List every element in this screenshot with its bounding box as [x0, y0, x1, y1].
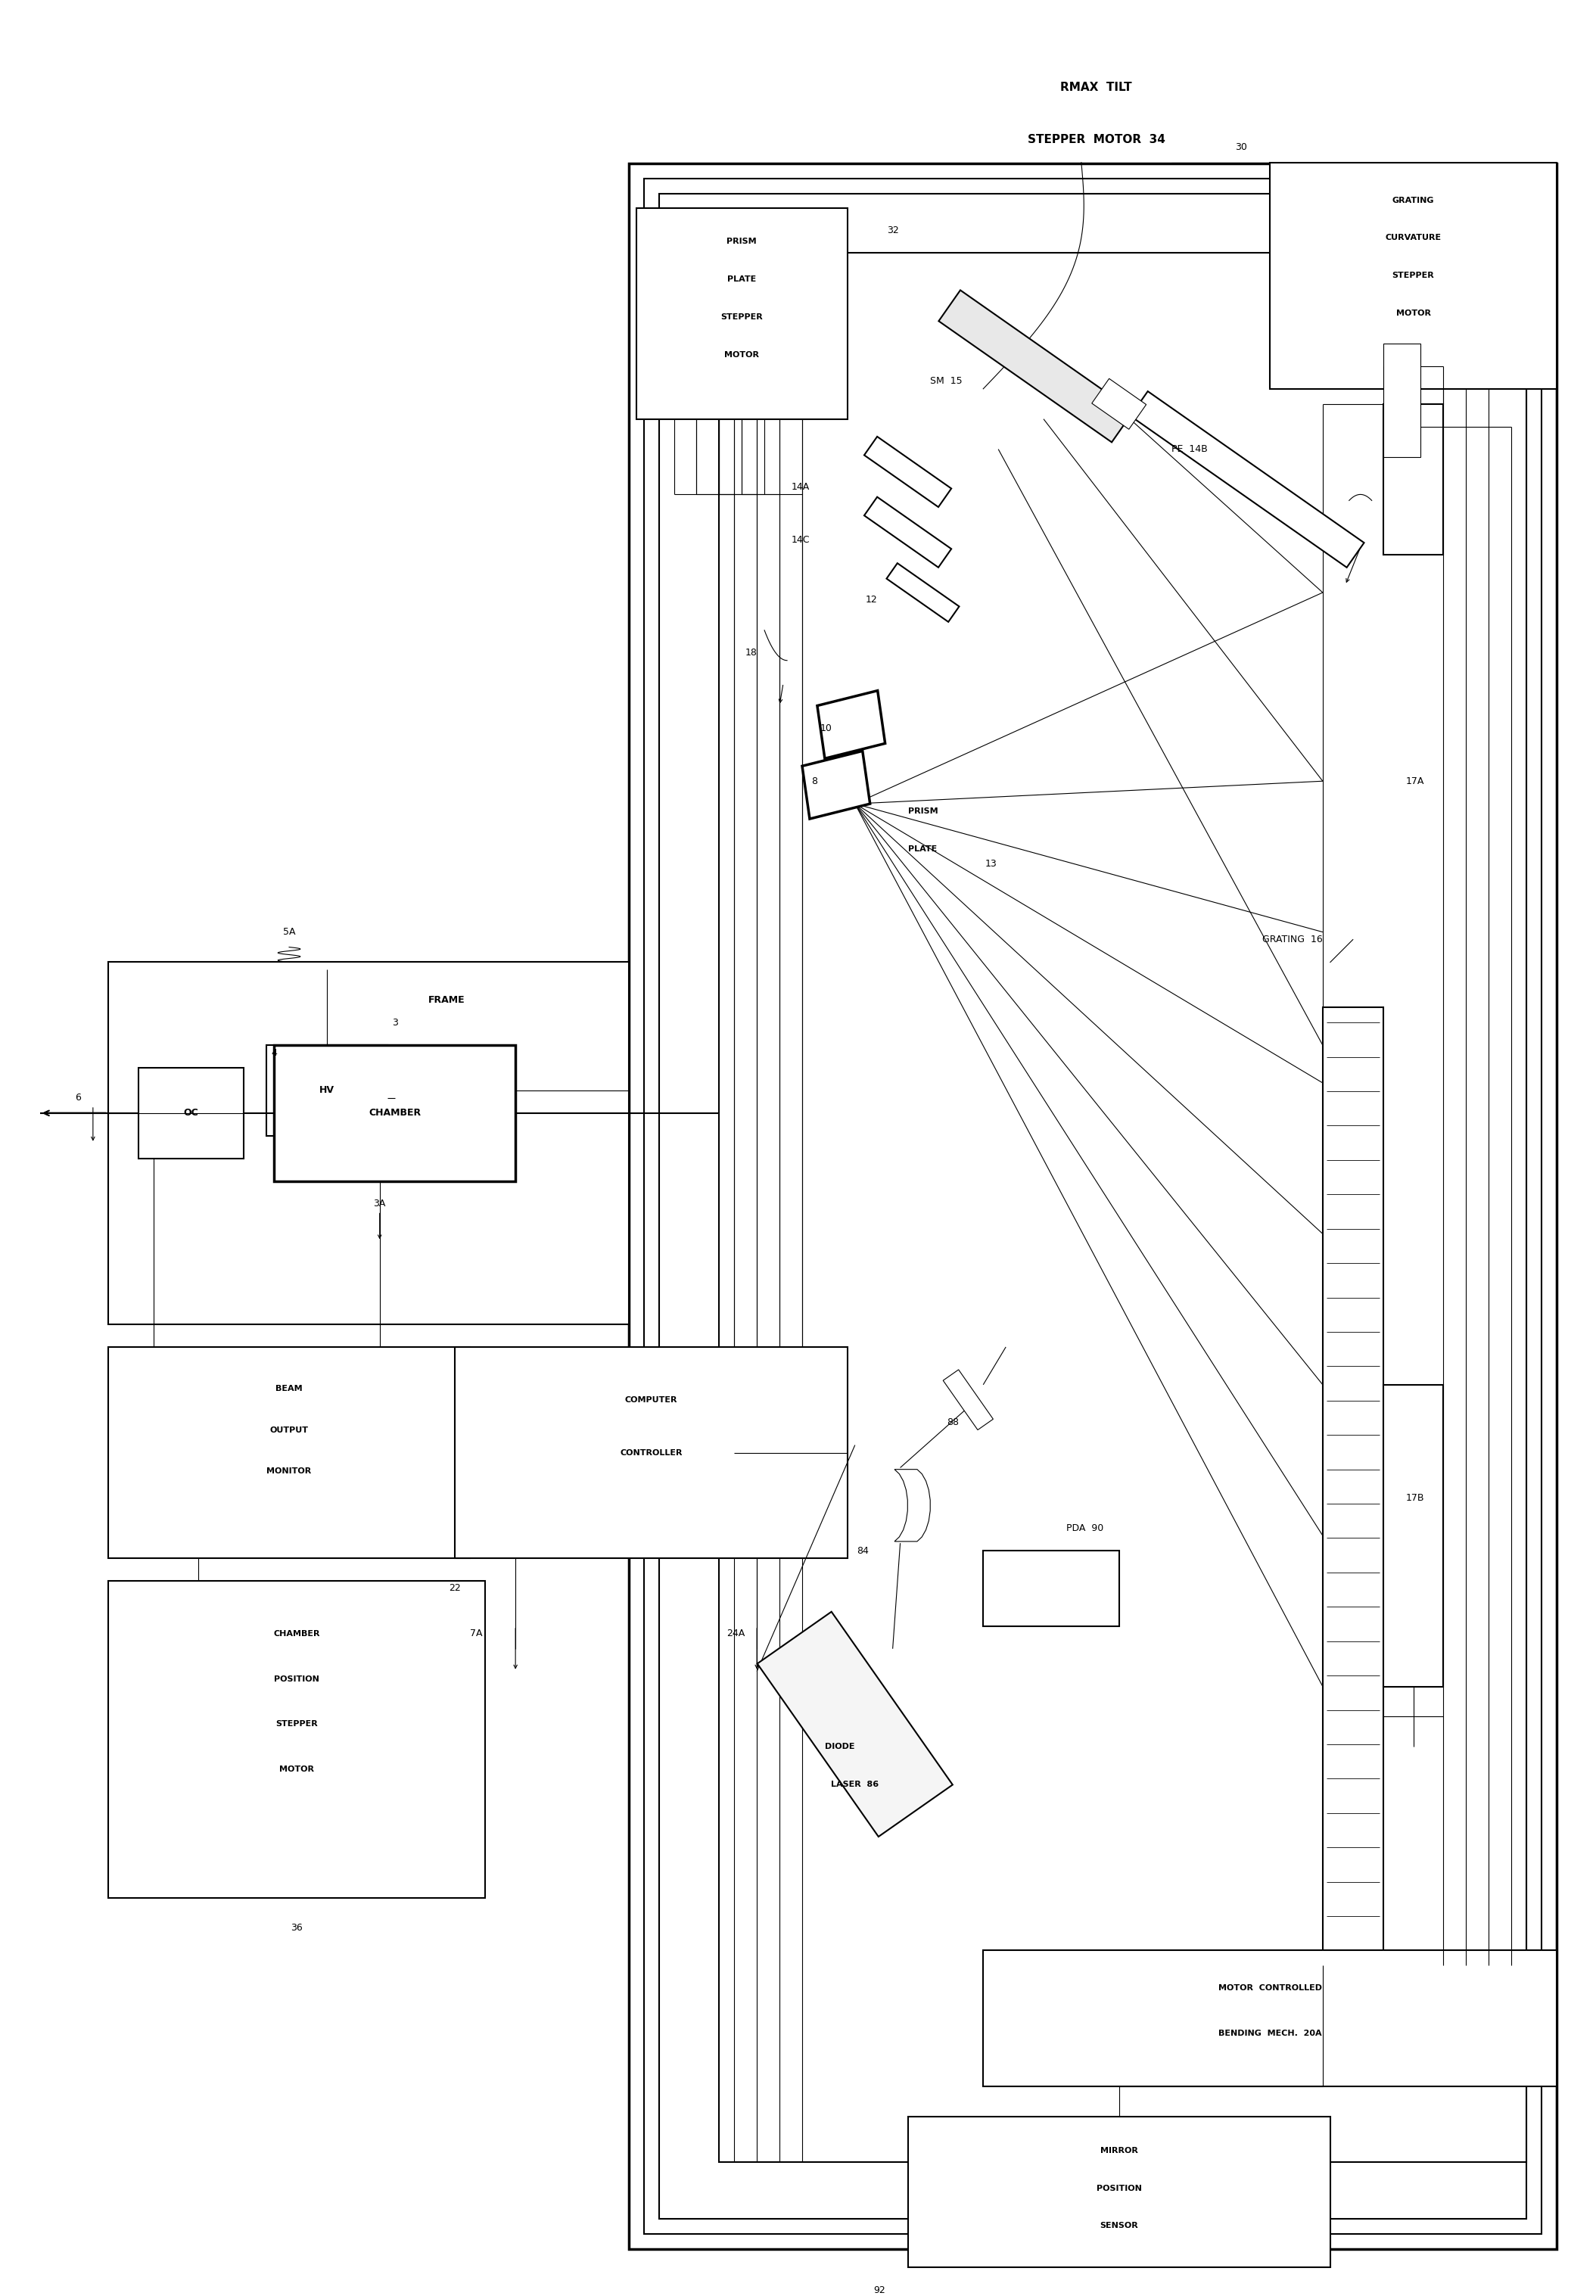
Bar [983, 1952, 1556, 2087]
Text: OC: OC [184, 1109, 198, 1118]
Text: PRISM: PRISM [726, 239, 757, 246]
Bar [267, 1045, 388, 1137]
Bar [637, 207, 847, 418]
Polygon shape [757, 1612, 953, 1837]
Text: 32: 32 [887, 225, 899, 234]
Bar [1384, 1384, 1443, 1688]
Text: OUTPUT: OUTPUT [270, 1426, 308, 1433]
Text: POSITION: POSITION [1096, 2183, 1141, 2193]
Text: 88: 88 [946, 1417, 959, 1428]
Text: 36: 36 [290, 1924, 303, 1933]
Bar [629, 163, 1556, 2250]
Text: BEAM: BEAM [276, 1384, 303, 1391]
Text: 4: 4 [271, 1047, 278, 1058]
Bar [983, 1550, 1119, 1626]
Bar [109, 962, 629, 1325]
Text: FRAME: FRAME [428, 994, 464, 1006]
Text: GRATING: GRATING [1392, 197, 1435, 204]
Bar [139, 1068, 244, 1159]
Text: 30: 30 [1235, 142, 1246, 152]
Text: 5A: 5A [282, 928, 295, 937]
Bar [659, 193, 1526, 2220]
Text: DIODE: DIODE [825, 1743, 855, 1750]
Text: 3: 3 [391, 1017, 397, 1029]
Text: PDA  90: PDA 90 [1066, 1522, 1103, 1534]
Bar [1323, 1008, 1384, 1965]
Polygon shape [1092, 379, 1146, 429]
Text: 8: 8 [811, 776, 817, 785]
Polygon shape [803, 751, 870, 820]
Text: 17B: 17B [1406, 1492, 1424, 1504]
Bar [720, 253, 1526, 2163]
Text: CURVATURE: CURVATURE [1385, 234, 1441, 241]
Text: PE  14B: PE 14B [1171, 443, 1208, 455]
Bar [1384, 404, 1443, 556]
Bar [455, 1348, 847, 1559]
Text: STEPPER: STEPPER [276, 1720, 318, 1729]
Text: MOTOR  CONTROLLED: MOTOR CONTROLLED [1218, 1984, 1321, 1993]
Text: 22: 22 [448, 1584, 461, 1593]
Text: 14A: 14A [792, 482, 809, 491]
Text: 18: 18 [745, 647, 757, 659]
Text: COMPUTER: COMPUTER [626, 1396, 678, 1403]
Text: 12: 12 [865, 595, 878, 606]
Text: 6: 6 [75, 1093, 81, 1102]
Bar [1270, 163, 1556, 388]
Bar [1384, 344, 1420, 457]
Text: MIRROR: MIRROR [1100, 2147, 1138, 2154]
Text: HV: HV [319, 1086, 335, 1095]
Text: BENDING  MECH.  20A: BENDING MECH. 20A [1218, 2030, 1321, 2037]
Bar [643, 179, 1542, 2234]
Text: MOTOR: MOTOR [1396, 310, 1430, 317]
Text: 24A: 24A [726, 1628, 745, 1639]
Text: STEPPER  MOTOR  34: STEPPER MOTOR 34 [1028, 133, 1165, 145]
Polygon shape [938, 289, 1133, 443]
Polygon shape [894, 1469, 930, 1541]
Bar [908, 2117, 1329, 2268]
Text: STEPPER: STEPPER [721, 312, 763, 321]
Text: 7A: 7A [471, 1628, 482, 1639]
Text: SENSOR: SENSOR [1100, 2223, 1138, 2229]
Polygon shape [817, 691, 886, 758]
Text: 14C: 14C [792, 535, 809, 544]
Text: 92: 92 [873, 2285, 886, 2296]
Bar [275, 1045, 516, 1180]
Text: 3A: 3A [373, 1199, 386, 1208]
Bar [109, 1348, 471, 1559]
Text: POSITION: POSITION [275, 1676, 319, 1683]
Text: RMAX  TILT: RMAX TILT [1061, 80, 1132, 92]
Text: STEPPER: STEPPER [1392, 271, 1435, 280]
Text: 17A: 17A [1406, 776, 1424, 785]
Polygon shape [863, 436, 951, 507]
Text: MONITOR: MONITOR [267, 1467, 311, 1476]
Polygon shape [863, 496, 951, 567]
Text: PLATE: PLATE [728, 276, 757, 282]
Text: PLATE: PLATE [908, 845, 937, 852]
Text: PRISM: PRISM [908, 808, 938, 815]
Text: CHAMBER: CHAMBER [273, 1630, 319, 1637]
Text: 13: 13 [985, 859, 998, 870]
Bar [629, 163, 1556, 2250]
Text: LASER  86: LASER 86 [832, 1782, 879, 1789]
Text: CHAMBER: CHAMBER [369, 1109, 421, 1118]
Polygon shape [943, 1371, 993, 1430]
Polygon shape [886, 563, 959, 622]
Text: CONTROLLER: CONTROLLER [619, 1449, 683, 1456]
Text: 10: 10 [820, 723, 833, 732]
Text: MOTOR: MOTOR [725, 351, 760, 358]
Text: 84: 84 [857, 1545, 868, 1557]
Text: SM  15: SM 15 [930, 377, 962, 386]
Text: MOTOR: MOTOR [279, 1766, 314, 1773]
Text: GRATING  16: GRATING 16 [1262, 934, 1323, 944]
Polygon shape [1130, 390, 1365, 567]
Bar [109, 1582, 485, 1899]
